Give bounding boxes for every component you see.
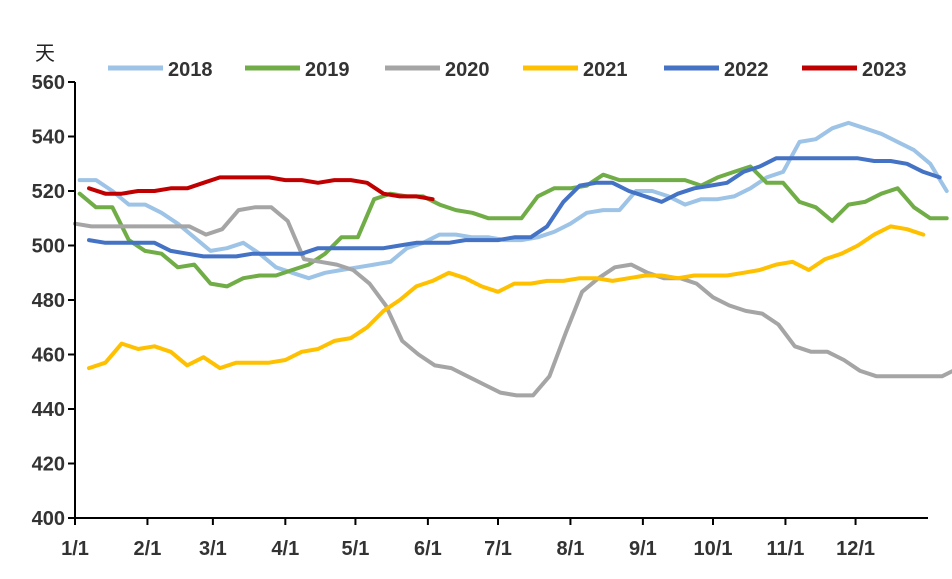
y-tick-label: 500 xyxy=(32,236,65,258)
x-tick-label: 12/1 xyxy=(836,538,875,560)
x-tick-label: 6/1 xyxy=(414,538,442,560)
series-line-2020 xyxy=(73,205,952,398)
legend-label-2023: 2023 xyxy=(862,59,907,81)
x-tick-label: 8/1 xyxy=(557,538,585,560)
series-lines xyxy=(73,120,952,398)
y-tick-label: 540 xyxy=(32,127,65,149)
y-tick-label: 400 xyxy=(32,508,65,530)
y-tick-label: 480 xyxy=(32,290,65,312)
series-line-2019 xyxy=(77,164,949,289)
x-tick-label: 5/1 xyxy=(342,538,370,560)
series-line-2018 xyxy=(77,120,949,281)
axes xyxy=(74,82,928,519)
y-axis-unit-label: 天 xyxy=(35,41,55,65)
y-tick-label: 440 xyxy=(32,399,65,421)
series-line-2023 xyxy=(87,175,435,202)
y-tick-label: 420 xyxy=(32,454,65,476)
legend-label-2020: 2020 xyxy=(445,59,490,81)
legend-label-2018: 2018 xyxy=(168,59,213,81)
legend-label-2019: 2019 xyxy=(305,59,350,81)
legend-label-2021: 2021 xyxy=(583,59,628,81)
series-line-2022 xyxy=(87,156,942,259)
y-tick-label: 460 xyxy=(32,345,65,367)
y-axis-ticks: 400 420 440 460 480 500 520 540 560 xyxy=(32,72,75,530)
x-axis-ticks: 1/1 2/1 3/1 4/1 5/1 6/1 7/1 8/1 9/1 10/1 11/1 12/1 xyxy=(61,518,875,560)
series-line-2021 xyxy=(87,224,926,371)
legend: 2018 2019 2020 2021 2022 2023 xyxy=(108,59,907,81)
y-tick-label: 520 xyxy=(32,181,65,203)
x-tick-label: 4/1 xyxy=(271,538,299,560)
x-tick-label: 9/1 xyxy=(629,538,657,560)
x-tick-label: 10/1 xyxy=(694,538,733,560)
x-tick-label: 7/1 xyxy=(484,538,512,560)
x-tick-label: 2/1 xyxy=(134,538,162,560)
legend-label-2022: 2022 xyxy=(724,59,769,81)
x-tick-label: 11/1 xyxy=(767,538,805,560)
y-tick-label: 560 xyxy=(32,72,65,94)
x-tick-label: 1/1 xyxy=(61,538,89,560)
x-tick-label: 3/1 xyxy=(199,538,227,560)
